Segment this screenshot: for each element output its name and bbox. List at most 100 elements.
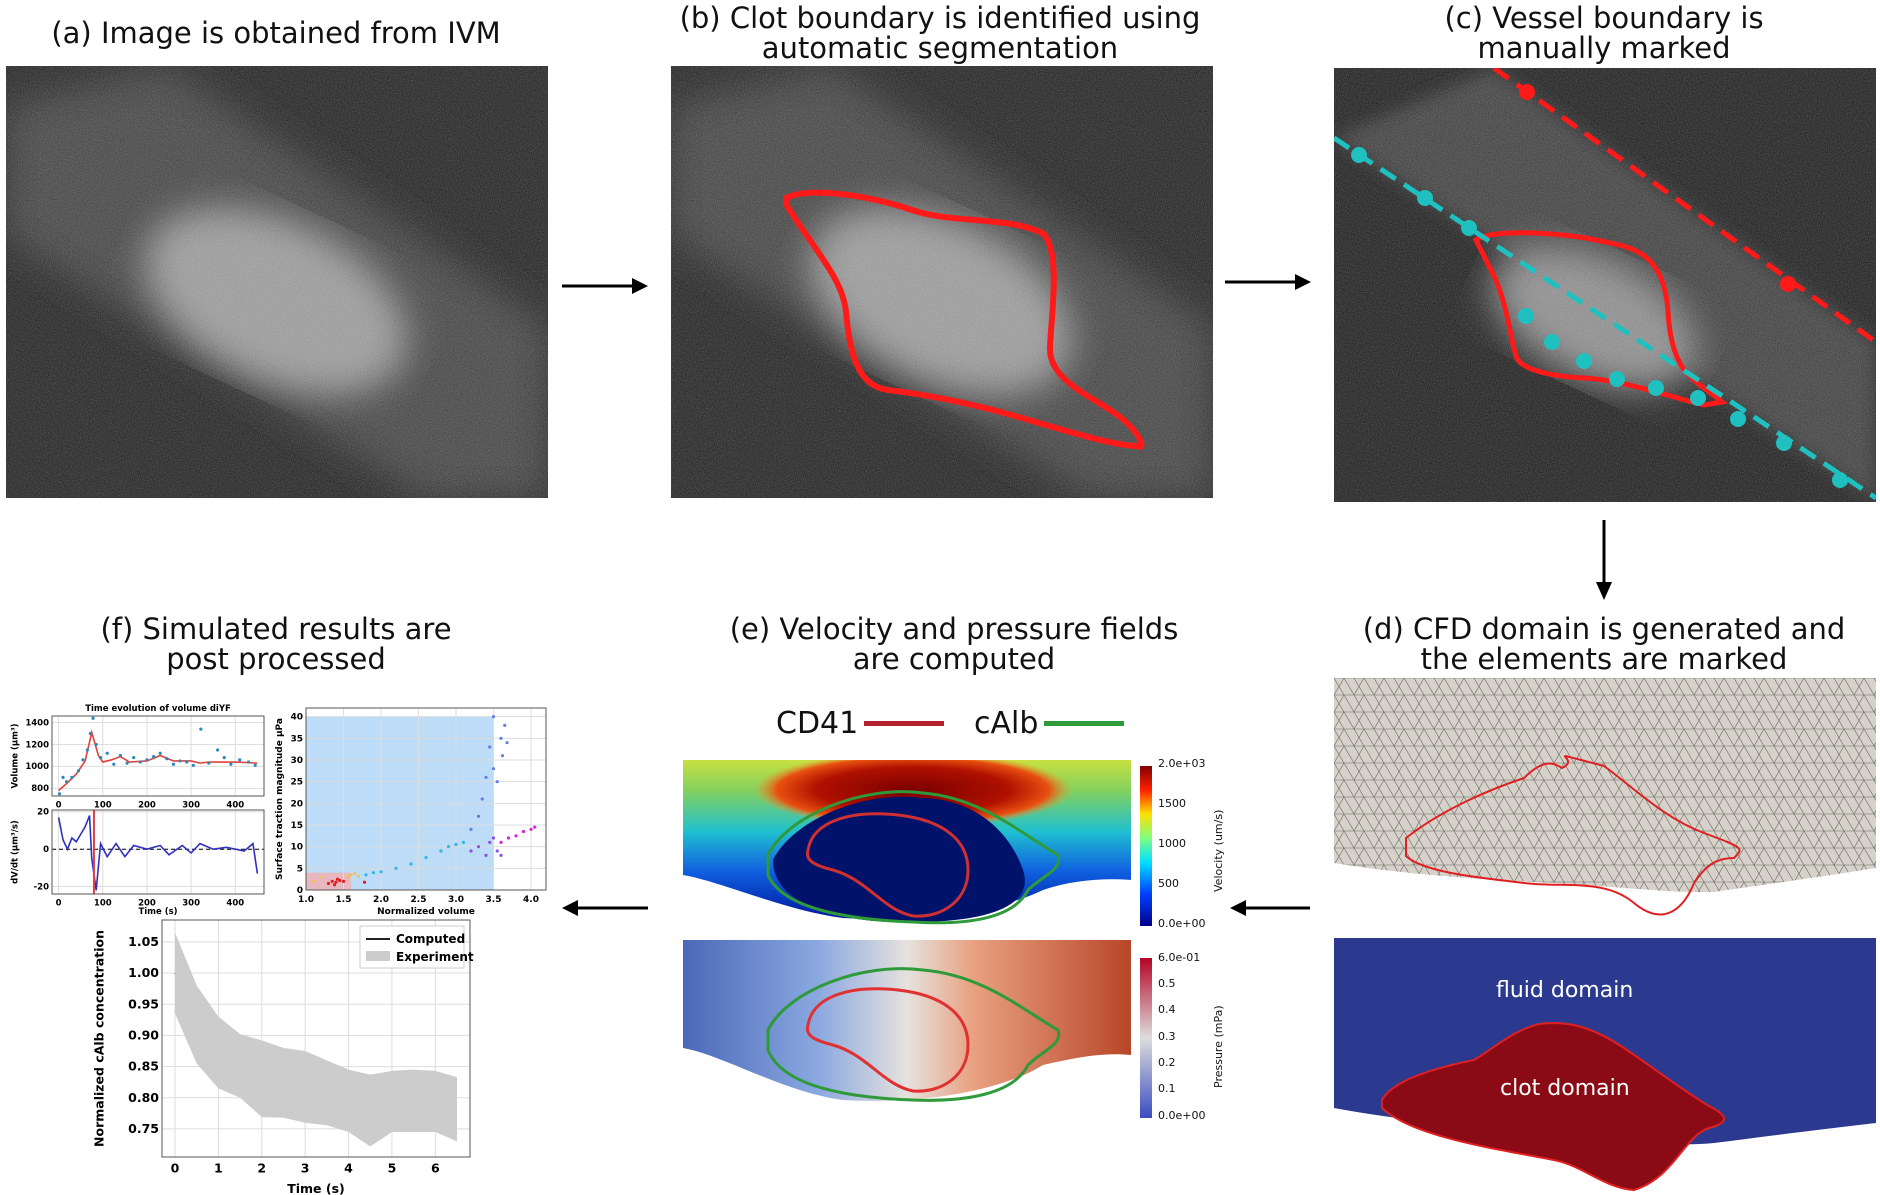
title-line: (e) Velocity and pressure fields	[729, 612, 1179, 646]
data-point	[495, 849, 499, 853]
data-point	[207, 761, 211, 765]
x-tick-label: 3.5	[486, 895, 502, 905]
vessel-boundary-upper	[1492, 68, 1876, 345]
data-point	[335, 877, 340, 881]
x-tick-label: 1.0	[298, 895, 314, 905]
y-tick-label: -20	[34, 882, 49, 892]
data-point	[91, 716, 95, 720]
data-point	[469, 827, 473, 831]
y-tick-label: 0	[43, 845, 49, 855]
y-tick-label: 0	[297, 886, 303, 896]
data-point	[94, 742, 98, 747]
y-tick-label: 20	[37, 808, 49, 818]
data-point	[81, 758, 85, 762]
x-tick-label: 0	[171, 1161, 180, 1176]
data-point	[499, 736, 503, 740]
data-point	[238, 758, 242, 762]
data-point	[216, 748, 220, 752]
y-tick-label: 15	[290, 821, 303, 831]
data-point	[424, 855, 428, 860]
title-line: (d) CFD domain is generated and	[1362, 612, 1846, 646]
vessel-boundary-image	[1334, 68, 1876, 502]
y-tick-label: 1.05	[128, 934, 159, 949]
red-markers	[1519, 84, 1796, 292]
title-line: (f) Simulated results are	[100, 612, 452, 646]
data-point	[356, 874, 361, 878]
pressure-field	[683, 940, 1131, 1102]
data-point	[332, 883, 337, 887]
data-point	[132, 756, 136, 760]
x-tick-label: 300	[182, 801, 200, 811]
experiment-band	[175, 932, 457, 1147]
y-tick-label: 5	[297, 864, 303, 874]
data-point	[505, 741, 509, 745]
data-point	[495, 780, 499, 784]
data-point	[499, 840, 503, 844]
x-tick-label: 0	[56, 801, 62, 811]
data-point	[379, 870, 383, 874]
legend-swatch	[864, 721, 945, 726]
volume-chart: 0 100 200 300 400 800 1000 1200 1400 Time evoluti…	[11, 704, 265, 811]
ivm-image	[6, 66, 548, 498]
data-point	[362, 880, 367, 884]
y-axis-label: Volume (µm³)	[11, 723, 21, 788]
x-tick-label: 400	[226, 801, 244, 811]
velocity-field	[683, 760, 1131, 925]
y-axis-label: Surface traction magnitude µPa	[275, 718, 285, 880]
x-tick-label: 2.0	[373, 895, 389, 905]
x-tick-label: 200	[138, 899, 156, 909]
data-point	[364, 873, 368, 877]
plot-frame	[51, 809, 265, 895]
x-tick-label: 1.5	[336, 895, 352, 905]
data-point	[145, 758, 149, 762]
calb-contour	[766, 967, 1061, 1102]
legend-box	[359, 925, 465, 969]
x-tick-label: 5	[388, 1161, 397, 1176]
x-tick-label: 4	[344, 1161, 353, 1176]
x-tick-label: 2.5	[411, 895, 427, 905]
data-point	[345, 875, 349, 879]
y-tick-label: 0.95	[128, 996, 159, 1011]
legend-swatch	[1044, 721, 1125, 726]
legend-label: cAlb	[974, 706, 1039, 741]
x-tick-label: 3	[301, 1161, 310, 1176]
velocity-colorbar	[1140, 766, 1152, 926]
data-point	[439, 849, 443, 853]
plot-frame	[51, 715, 265, 797]
legend-label: CD41	[776, 706, 859, 741]
x-axis-label: Time (s)	[138, 907, 177, 916]
data-point	[105, 751, 109, 755]
data-point	[341, 879, 346, 883]
data-point	[191, 763, 195, 767]
x-tick-label: 100	[94, 801, 112, 811]
y-tick-label: 1400	[25, 718, 49, 728]
data-point	[199, 727, 203, 731]
data-point	[409, 862, 413, 866]
pressure-colorbar-label: Pressure (mPa)	[1212, 1005, 1225, 1088]
tick: 0.4	[1158, 1003, 1176, 1016]
x-tick-label: 200	[138, 801, 156, 811]
series-line	[58, 729, 258, 792]
x-axis-label: Normalized volume	[377, 907, 475, 916]
data-point	[253, 763, 257, 767]
panel-b-title: (b) Clot boundary is identified using aut…	[680, 3, 1201, 63]
y-tick-label: 35	[290, 734, 303, 744]
title-line: the elements are marked	[1420, 642, 1788, 676]
cfd-domains	[1334, 938, 1876, 1192]
title-line: automatic segmentation	[761, 31, 1119, 65]
left-arrow-icon	[562, 900, 648, 916]
pressure-colorbar	[1140, 958, 1152, 1118]
data-point	[326, 881, 331, 886]
traction-vs-volume-chart: 1.0 1.5 2.0 2.5 3.0 3.5 4.0 0 5 10 15 20 25 30 35 40 Nor…	[275, 707, 547, 916]
y-tick-label: 0.85	[128, 1059, 159, 1074]
data-point	[353, 871, 357, 876]
data-point	[500, 754, 505, 758]
title-line: are computed	[852, 642, 1056, 676]
clot-boundary	[1472, 230, 1728, 408]
x-tick-label: 0	[56, 899, 62, 909]
data-point	[319, 875, 323, 879]
data-point	[514, 834, 518, 838]
y-tick-label: 40	[290, 713, 303, 723]
y-axis-label: dV/dt (µm³/s)	[11, 820, 21, 884]
plot-frame	[305, 707, 547, 891]
